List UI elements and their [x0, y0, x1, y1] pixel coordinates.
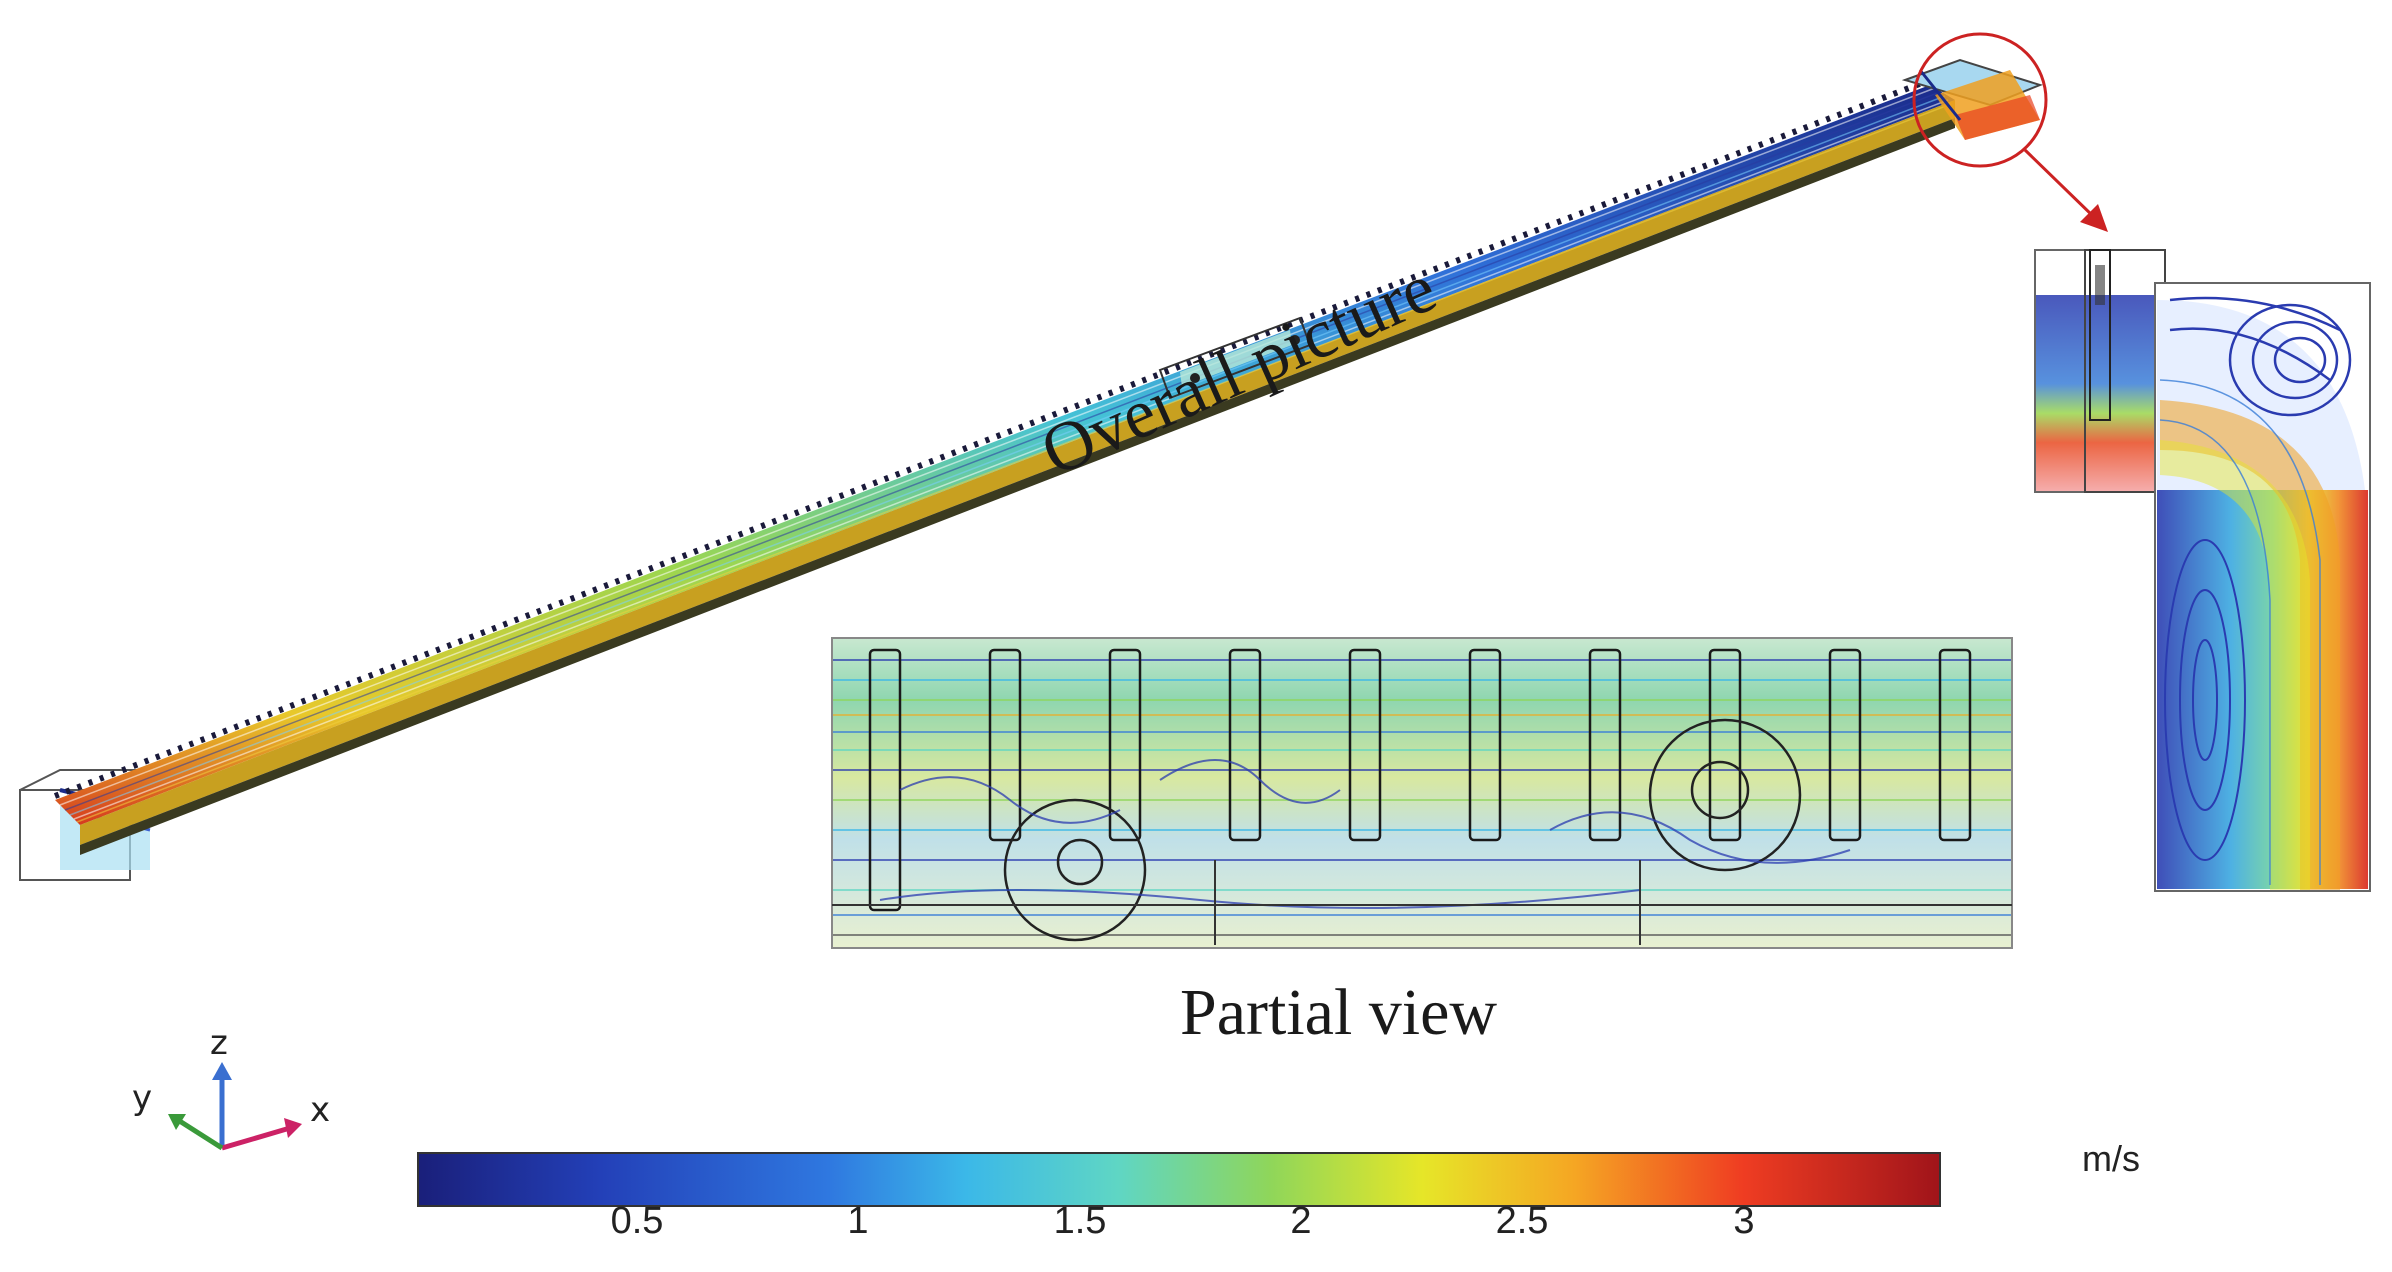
axis-z-label: z — [210, 1023, 228, 1063]
zoom-circle — [1912, 32, 2048, 168]
zoom-annotation — [1912, 32, 2108, 232]
colorbar-tick: 0.5 — [610, 1200, 664, 1242]
overall-channel-model — [19, 58, 2043, 881]
corner-detail-view — [2034, 249, 2371, 892]
zoom-arrow — [2023, 148, 2097, 220]
partial-view-label: Partial view — [1180, 976, 1498, 1049]
middle-junction — [1158, 316, 1312, 400]
axis-x-label: x — [310, 1090, 331, 1130]
outlet-corner — [1901, 58, 2043, 140]
channel-body — [55, 85, 1955, 825]
colorbar-tick: 2 — [1290, 1200, 1312, 1242]
nozzle-row — [868, 648, 1972, 912]
colorbar-tick: 2.5 — [1495, 1200, 1549, 1242]
colorbar-unit: m/s — [2082, 1138, 2140, 1179]
colorbar-tick: 1 — [847, 1200, 869, 1242]
partial-view-panel — [831, 637, 2013, 949]
axis-y-label: y — [132, 1078, 153, 1118]
axis-triad — [168, 1062, 302, 1151]
colorbar-tick: 1.5 — [1053, 1200, 1107, 1242]
colorbar — [417, 1152, 1941, 1207]
colorbar-tick: 3 — [1733, 1200, 1755, 1242]
